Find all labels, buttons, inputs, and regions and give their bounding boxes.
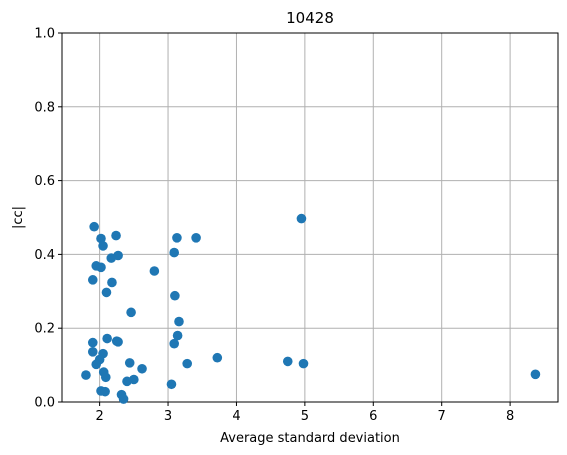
- data-point: [172, 232, 182, 243]
- x-tick-label: 6: [369, 409, 377, 424]
- data-point: [89, 221, 99, 232]
- axis-ticks: 2 3 4 5 6 7 8 0.0 0.2 0.4 0.6 0.8 1.0: [34, 27, 514, 425]
- y-tick-label: 0.8: [34, 100, 55, 115]
- data-point: [106, 253, 117, 263]
- data-point: [174, 316, 184, 327]
- data-point: [126, 307, 136, 318]
- data-point: [96, 233, 106, 244]
- data-points: [81, 213, 541, 404]
- x-tick-label: 7: [438, 409, 446, 424]
- x-tick-label: 5: [301, 409, 309, 424]
- data-point: [137, 363, 147, 374]
- data-point: [87, 337, 98, 348]
- data-point: [170, 290, 180, 301]
- data-point: [113, 337, 123, 347]
- data-point: [111, 230, 121, 241]
- y-tick-label: 1.0: [34, 27, 55, 42]
- data-point: [124, 358, 135, 368]
- data-point: [122, 376, 132, 387]
- data-point: [81, 370, 91, 380]
- data-point: [298, 358, 309, 369]
- data-point: [282, 356, 293, 367]
- data-point: [102, 333, 112, 344]
- data-point: [169, 247, 179, 258]
- x-tick-label: 8: [506, 409, 514, 424]
- data-point: [530, 369, 541, 380]
- data-point: [166, 379, 177, 390]
- y-tick-label: 0.0: [34, 396, 55, 411]
- data-point: [87, 275, 98, 285]
- data-point: [212, 352, 223, 363]
- data-point: [118, 394, 129, 404]
- plot-area-frame: [61, 32, 559, 403]
- data-point: [191, 232, 201, 243]
- data-point: [149, 266, 160, 276]
- chart-title: 10428: [286, 9, 334, 27]
- y-tick-label: 0.2: [34, 322, 55, 337]
- y-axis-label: |cc|: [11, 206, 26, 229]
- data-point: [91, 359, 102, 370]
- data-point: [169, 338, 179, 349]
- data-point: [107, 277, 117, 288]
- x-axis-label: Average standard deviation: [220, 431, 400, 446]
- x-tick-label: 2: [95, 409, 103, 424]
- data-point: [182, 358, 192, 369]
- x-tick-label: 3: [164, 409, 172, 424]
- data-point: [101, 287, 112, 298]
- data-point: [172, 330, 183, 341]
- y-tick-label: 0.6: [34, 174, 55, 189]
- y-tick-label: 0.4: [34, 248, 55, 263]
- grid-lines: [62, 32, 558, 403]
- data-point: [96, 262, 106, 273]
- data-point: [87, 347, 98, 357]
- data-point: [100, 372, 111, 383]
- data-point: [100, 386, 110, 397]
- x-tick-label: 4: [232, 409, 240, 424]
- data-point: [296, 213, 307, 224]
- data-point: [98, 241, 108, 251]
